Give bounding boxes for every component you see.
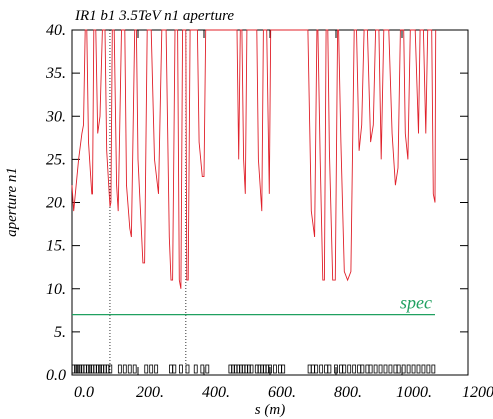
lattice-element bbox=[200, 364, 205, 374]
x-tick-label: 0.0 bbox=[74, 384, 94, 401]
lattice-element bbox=[108, 364, 113, 374]
lattice-element bbox=[205, 364, 210, 374]
lattice-element bbox=[373, 364, 378, 374]
lattice-element bbox=[88, 364, 93, 374]
lattice-element bbox=[85, 364, 90, 374]
lattice-element bbox=[383, 364, 388, 374]
lattice-element bbox=[347, 364, 352, 374]
y-tick-label: 10. bbox=[46, 281, 66, 298]
lattice-element bbox=[339, 364, 343, 374]
lattice-element bbox=[406, 364, 411, 374]
lattice-element bbox=[185, 364, 190, 374]
series-label: spec bbox=[400, 293, 432, 313]
lattice-element bbox=[307, 364, 312, 374]
lattice-element bbox=[277, 364, 282, 374]
y-tick-label: 0.0 bbox=[46, 367, 66, 384]
lattice-element bbox=[144, 364, 149, 374]
y-tick-label: 25. bbox=[46, 151, 66, 168]
lattice-element bbox=[327, 364, 332, 374]
lattice-element bbox=[368, 364, 373, 374]
lattice-element bbox=[98, 364, 102, 374]
lattice-element bbox=[78, 364, 83, 374]
lattice-element bbox=[169, 364, 173, 374]
lattice-element bbox=[393, 364, 398, 374]
lattice-element bbox=[324, 364, 329, 374]
lattice-element bbox=[319, 364, 324, 374]
y-tick-label: 20. bbox=[46, 195, 66, 212]
lattice-element bbox=[172, 364, 177, 374]
lattice-element bbox=[76, 364, 80, 374]
lattice-element bbox=[117, 364, 122, 374]
y-tick-label: 15. bbox=[46, 238, 66, 255]
lattice-element bbox=[95, 364, 100, 374]
lattice-element bbox=[360, 364, 365, 374]
lattice-element bbox=[352, 364, 357, 374]
y-tick-label: 40. bbox=[46, 22, 66, 39]
x-tick-label: 200. bbox=[136, 384, 164, 401]
lattice-element bbox=[127, 364, 132, 374]
lattice-element bbox=[396, 364, 401, 374]
lattice-element bbox=[74, 364, 78, 374]
lattice-element bbox=[310, 364, 315, 374]
x-tick-label: 600. bbox=[268, 384, 296, 401]
lattice-element bbox=[314, 364, 319, 374]
lattice-element bbox=[132, 364, 137, 374]
lattice-element bbox=[71, 364, 76, 374]
lattice-element bbox=[334, 364, 338, 374]
lattice-element bbox=[249, 364, 254, 374]
x-tick-label: 400. bbox=[202, 384, 230, 401]
lattice-element bbox=[416, 364, 421, 374]
lattice-element bbox=[154, 364, 159, 374]
lattice-element bbox=[431, 364, 436, 374]
y-axis-label: aperture n1 bbox=[4, 167, 20, 237]
lattice-element bbox=[388, 364, 393, 374]
lattice-element bbox=[122, 364, 127, 374]
x-axis-label: s (m) bbox=[255, 402, 285, 418]
x-tick-label: 800. bbox=[334, 384, 362, 401]
lattice-element bbox=[365, 364, 370, 374]
lattice-element bbox=[401, 364, 406, 374]
lattice-element bbox=[411, 364, 416, 374]
lattice-element bbox=[273, 364, 277, 374]
lattice-element bbox=[421, 364, 426, 374]
lattice-element bbox=[342, 364, 347, 374]
lattice-element bbox=[357, 364, 362, 374]
lattice-element bbox=[178, 364, 183, 374]
lattice-element bbox=[281, 364, 286, 374]
lattice-element bbox=[268, 364, 272, 374]
lattice-element bbox=[149, 364, 154, 374]
lattice-element bbox=[193, 364, 198, 374]
chart-title: IR1 b1 3.5TeV n1 aperture bbox=[74, 8, 234, 24]
x-tick-label: 1000. bbox=[396, 384, 432, 401]
y-tick-label: 5. bbox=[54, 324, 66, 341]
x-tick-label: 1200. bbox=[462, 384, 493, 401]
series-line bbox=[71, 29, 437, 289]
y-tick-label: 30. bbox=[45, 108, 66, 125]
lattice-element bbox=[426, 364, 431, 374]
lattice-element bbox=[378, 364, 383, 374]
y-tick-label: 35. bbox=[45, 65, 66, 82]
